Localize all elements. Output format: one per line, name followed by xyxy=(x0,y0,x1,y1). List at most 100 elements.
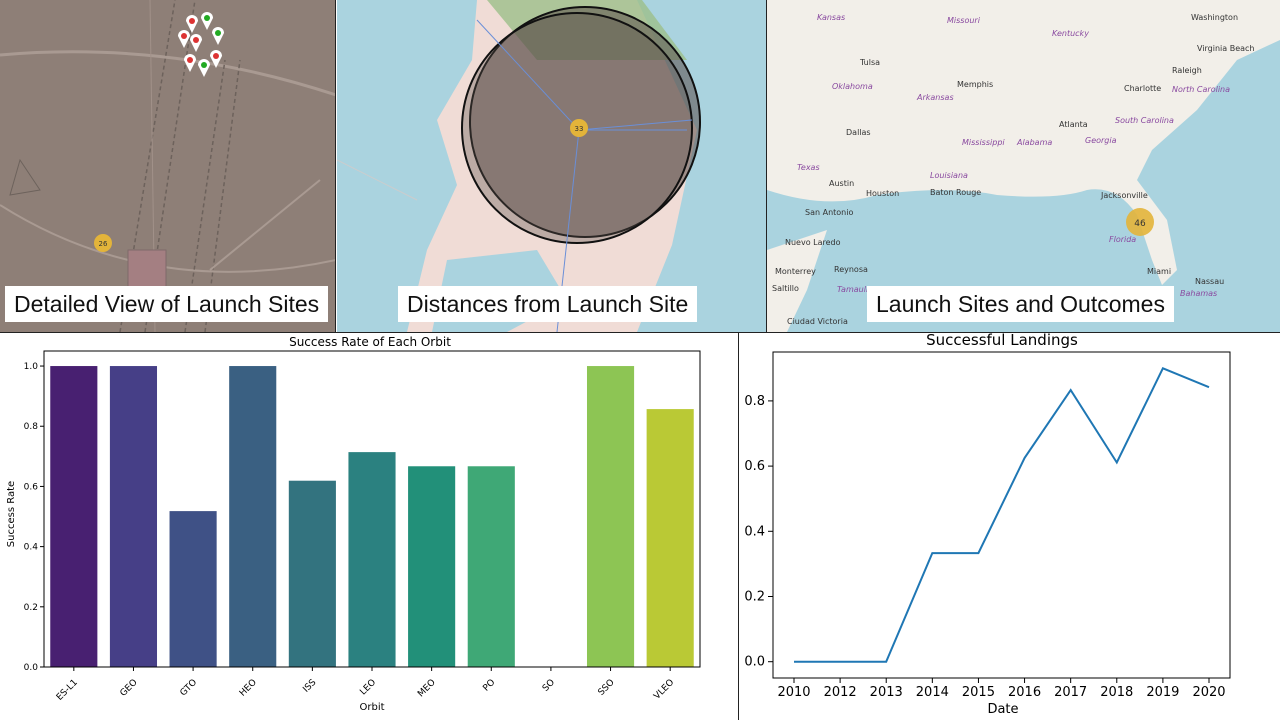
city-label: Nuevo Laredo xyxy=(785,238,841,247)
line-series xyxy=(794,367,1210,663)
x-tick-label: SSO xyxy=(597,678,617,698)
city-label: South Carolina xyxy=(1115,116,1174,125)
city-label: Houston xyxy=(866,189,899,198)
divider-vertical-top-1 xyxy=(335,0,336,332)
x-tick-label: PO xyxy=(481,678,497,694)
city-label: Texas xyxy=(797,163,820,172)
city-label: Atlanta xyxy=(1059,120,1088,129)
map-distances-canvas: 33 xyxy=(337,0,766,332)
divider-vertical-top-2 xyxy=(766,0,767,332)
city-labels: Washington Virginia Beach Raleigh Charlo… xyxy=(772,13,1255,326)
y-tick-label: 0.2 xyxy=(24,603,38,613)
map-distances-cluster-count: 33 xyxy=(575,125,584,133)
x-tick-label: MEO xyxy=(416,678,438,700)
city-label: Reynosa xyxy=(834,265,868,274)
city-label: Alabama xyxy=(1016,138,1052,147)
bar-vleo xyxy=(646,409,694,667)
y-tick-label: 0.0 xyxy=(24,663,39,673)
bar-chart-success-rate: Success Rate of Each Orbit Success Rate … xyxy=(6,335,701,713)
map-launch-sites-caption: Launch Sites and Outcomes xyxy=(867,286,1174,322)
x-tick-label: HEO xyxy=(238,678,259,699)
divider-horizontal xyxy=(0,332,1280,333)
x-tick-label: VLEO xyxy=(652,678,676,702)
x-tick-label: 2015 xyxy=(962,685,995,700)
y-tick-label: 0.8 xyxy=(744,394,765,409)
y-tick-label: 0.0 xyxy=(744,655,765,670)
map-detailed-caption: Detailed View of Launch Sites xyxy=(5,286,329,322)
map-launch-sites[interactable]: 46 Washington Virginia Beach Raleigh Cha… xyxy=(767,0,1280,332)
map-detailed-cluster-count: 26 xyxy=(99,240,108,248)
city-label: Kansas xyxy=(817,13,845,22)
map-distances-caption: Distances from Launch Site xyxy=(398,286,698,322)
city-label: Memphis xyxy=(957,80,993,89)
city-label: Oklahoma xyxy=(832,82,873,91)
bar-po xyxy=(467,466,515,667)
divider-vertical-bottom xyxy=(738,333,739,720)
city-label: Jacksonville xyxy=(1100,191,1148,200)
line-chart-title: Successful Landings xyxy=(926,333,1078,349)
map-detailed-canvas: 26 xyxy=(0,0,336,332)
city-label: Missouri xyxy=(947,16,981,25)
city-label: Louisiana xyxy=(930,171,968,180)
city-label: Mississippi xyxy=(962,138,1005,147)
y-tick-label: 0.4 xyxy=(744,524,765,539)
x-tick-label: 2013 xyxy=(870,685,903,700)
city-label: Florida xyxy=(1109,235,1136,244)
x-tick-label: 2014 xyxy=(916,685,949,700)
city-label: Baton Rouge xyxy=(930,188,981,197)
bar-heo xyxy=(229,366,277,667)
y-tick-label: 0.4 xyxy=(24,543,39,553)
city-label: Georgia xyxy=(1085,136,1117,145)
city-label: North Carolina xyxy=(1172,85,1230,94)
map-launch-sites-cluster-count: 46 xyxy=(1134,219,1146,229)
line-chart-xlabel: Date xyxy=(987,702,1018,717)
y-tick-label: 0.6 xyxy=(744,459,765,474)
marker-cluster[interactable] xyxy=(178,12,224,77)
bar-meo xyxy=(408,466,456,667)
city-label: Raleigh xyxy=(1172,66,1202,75)
city-label: Dallas xyxy=(846,128,871,137)
city-label: Bahamas xyxy=(1180,289,1217,298)
y-tick-label: 0.2 xyxy=(744,590,765,605)
bar-chart-xlabel: Orbit xyxy=(359,702,384,713)
x-tick-label: 2012 xyxy=(824,685,857,700)
line-chart-frame xyxy=(772,351,1231,679)
x-tick-label: SO xyxy=(541,678,557,694)
map-detailed-view[interactable]: 26 Detailed View of Launch Sites xyxy=(0,0,336,332)
bar-chart-ylabel: Success Rate xyxy=(6,481,17,547)
x-tick-label: ISS xyxy=(301,678,318,695)
x-tick-label: 2010 xyxy=(777,685,810,700)
city-label: Tulsa xyxy=(859,58,880,67)
y-tick-label: 0.6 xyxy=(24,482,39,492)
x-tick-label: GTO xyxy=(179,678,200,699)
x-tick-label: 2020 xyxy=(1192,685,1225,700)
city-label: Arkansas xyxy=(916,93,954,102)
x-tick-label: GEO xyxy=(119,678,140,699)
map-launch-sites-canvas: 46 Washington Virginia Beach Raleigh Cha… xyxy=(767,0,1280,332)
map-distances[interactable]: 33 Distances from Launch Site xyxy=(337,0,766,332)
bar-sso xyxy=(586,366,635,667)
city-label: Austin xyxy=(829,179,854,188)
city-label: San Antonio xyxy=(805,208,853,217)
city-label: Monterrey xyxy=(775,267,816,276)
bar-geo xyxy=(109,366,158,667)
city-label: Tamaulipas xyxy=(837,285,882,294)
x-tick-label: 2018 xyxy=(1100,685,1133,700)
x-tick-label: 2017 xyxy=(1054,685,1087,700)
bar-es-l1 xyxy=(50,366,98,667)
bar-leo xyxy=(348,452,396,667)
bar-gto xyxy=(169,511,217,667)
city-label: Saltillo xyxy=(772,284,799,293)
city-label: Virginia Beach xyxy=(1197,44,1255,53)
city-label: Nassau xyxy=(1195,277,1224,286)
line-chart-successful-landings: Successful Landings Date 2010 2012 2013 201… xyxy=(744,333,1231,717)
city-label: Washington xyxy=(1191,13,1238,22)
x-tick-label: 2019 xyxy=(1146,685,1179,700)
bar-iss xyxy=(288,480,336,667)
x-tick-label: LEO xyxy=(358,678,378,698)
x-tick-label: ES-L1 xyxy=(55,678,80,703)
city-label: Kentucky xyxy=(1052,29,1089,38)
x-tick-label: 2016 xyxy=(1008,685,1041,700)
y-tick-label: 1.0 xyxy=(24,362,39,372)
city-label: Ciudad Victoria xyxy=(787,317,848,326)
